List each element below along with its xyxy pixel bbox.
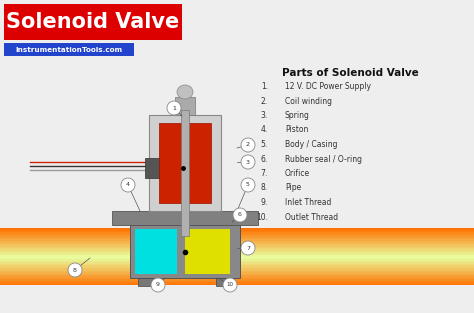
Text: 7.: 7.: [261, 169, 268, 178]
Text: 10: 10: [227, 283, 234, 288]
Text: 4: 4: [126, 182, 130, 187]
FancyBboxPatch shape: [0, 244, 474, 245]
Text: 8: 8: [73, 268, 77, 273]
Circle shape: [241, 138, 255, 152]
FancyBboxPatch shape: [0, 261, 474, 262]
Text: 4.: 4.: [261, 126, 268, 135]
FancyBboxPatch shape: [135, 229, 177, 274]
FancyBboxPatch shape: [0, 254, 474, 255]
FancyBboxPatch shape: [185, 229, 230, 274]
Text: Parts of Solenoid Valve: Parts of Solenoid Valve: [282, 68, 419, 78]
FancyBboxPatch shape: [0, 242, 474, 244]
Text: Spring: Spring: [285, 111, 310, 120]
FancyBboxPatch shape: [0, 275, 474, 276]
Circle shape: [121, 178, 135, 192]
FancyBboxPatch shape: [0, 237, 474, 238]
FancyBboxPatch shape: [0, 235, 474, 237]
Circle shape: [241, 178, 255, 192]
FancyBboxPatch shape: [0, 281, 474, 282]
Text: Outlet Thread: Outlet Thread: [285, 213, 338, 222]
FancyBboxPatch shape: [138, 278, 154, 286]
Text: Pipe: Pipe: [285, 183, 301, 192]
Text: 7: 7: [246, 245, 250, 250]
FancyBboxPatch shape: [0, 249, 474, 251]
Text: Solenoid Valve: Solenoid Valve: [6, 12, 180, 32]
FancyBboxPatch shape: [0, 278, 474, 279]
Circle shape: [241, 155, 255, 169]
FancyBboxPatch shape: [0, 232, 474, 234]
Circle shape: [241, 241, 255, 255]
FancyBboxPatch shape: [0, 279, 474, 281]
Text: Coil winding: Coil winding: [285, 96, 332, 105]
FancyBboxPatch shape: [149, 115, 221, 211]
FancyBboxPatch shape: [0, 238, 474, 239]
FancyBboxPatch shape: [0, 266, 474, 268]
FancyBboxPatch shape: [0, 248, 474, 249]
Text: 1: 1: [172, 105, 176, 110]
FancyBboxPatch shape: [159, 123, 211, 203]
Text: 12 V. DC Power Supply: 12 V. DC Power Supply: [285, 82, 371, 91]
Text: 5.: 5.: [261, 140, 268, 149]
Circle shape: [68, 263, 82, 277]
Text: InstrumentationTools.com: InstrumentationTools.com: [16, 47, 123, 53]
FancyBboxPatch shape: [0, 228, 474, 229]
FancyBboxPatch shape: [0, 229, 474, 231]
Text: 9.: 9.: [261, 198, 268, 207]
Text: 3: 3: [246, 160, 250, 165]
FancyBboxPatch shape: [0, 255, 474, 256]
FancyBboxPatch shape: [0, 252, 474, 254]
FancyBboxPatch shape: [0, 271, 474, 272]
FancyBboxPatch shape: [0, 231, 474, 232]
FancyBboxPatch shape: [0, 241, 474, 242]
Text: 6.: 6.: [261, 155, 268, 163]
FancyBboxPatch shape: [0, 272, 474, 274]
FancyBboxPatch shape: [216, 278, 232, 286]
FancyBboxPatch shape: [112, 211, 258, 225]
FancyBboxPatch shape: [0, 258, 474, 259]
Circle shape: [151, 278, 165, 292]
Text: Orifice: Orifice: [285, 169, 310, 178]
FancyBboxPatch shape: [145, 158, 161, 178]
Text: 5: 5: [246, 182, 250, 187]
FancyBboxPatch shape: [0, 282, 474, 284]
FancyBboxPatch shape: [0, 251, 474, 252]
FancyBboxPatch shape: [0, 239, 474, 241]
Text: 6: 6: [238, 213, 242, 218]
Circle shape: [167, 101, 181, 115]
FancyBboxPatch shape: [0, 284, 474, 285]
Ellipse shape: [177, 85, 193, 99]
FancyBboxPatch shape: [0, 265, 474, 266]
Text: Piston: Piston: [285, 126, 309, 135]
Text: 8.: 8.: [261, 183, 268, 192]
FancyBboxPatch shape: [0, 274, 474, 275]
FancyBboxPatch shape: [181, 110, 189, 236]
FancyBboxPatch shape: [0, 234, 474, 235]
FancyBboxPatch shape: [0, 259, 474, 261]
FancyBboxPatch shape: [0, 245, 474, 247]
Circle shape: [223, 278, 237, 292]
Text: 10.: 10.: [256, 213, 268, 222]
FancyBboxPatch shape: [4, 43, 134, 56]
Text: 2: 2: [246, 142, 250, 147]
FancyBboxPatch shape: [4, 4, 182, 40]
Text: 3.: 3.: [261, 111, 268, 120]
FancyBboxPatch shape: [0, 256, 474, 258]
FancyBboxPatch shape: [0, 268, 474, 269]
FancyBboxPatch shape: [0, 264, 474, 265]
Text: 9: 9: [156, 283, 160, 288]
Text: 2.: 2.: [261, 96, 268, 105]
FancyBboxPatch shape: [0, 269, 474, 271]
FancyBboxPatch shape: [175, 97, 195, 115]
FancyBboxPatch shape: [130, 225, 240, 278]
Circle shape: [233, 208, 247, 222]
Text: 1.: 1.: [261, 82, 268, 91]
FancyBboxPatch shape: [0, 247, 474, 248]
Text: Inlet Thread: Inlet Thread: [285, 198, 331, 207]
FancyBboxPatch shape: [0, 262, 474, 264]
Text: Rubber seal / O-ring: Rubber seal / O-ring: [285, 155, 362, 163]
FancyBboxPatch shape: [0, 276, 474, 278]
Text: Body / Casing: Body / Casing: [285, 140, 337, 149]
